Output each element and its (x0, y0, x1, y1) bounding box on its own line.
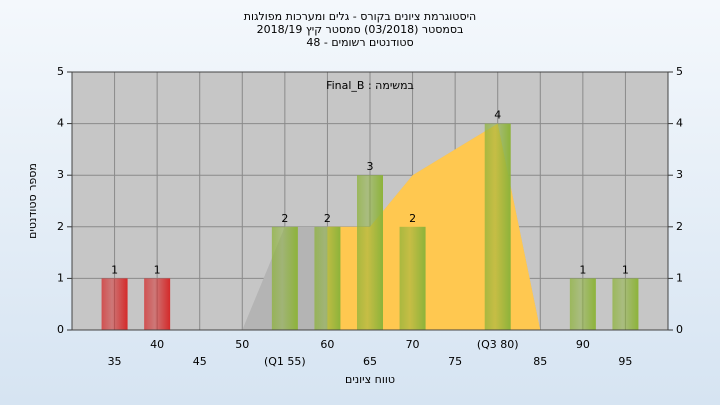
data-label: 4 (494, 109, 501, 122)
bar (569, 278, 596, 330)
chart-title: היסטוגרמת ציונים בקורס - גלים ומערכות מפ… (244, 10, 476, 23)
y-tick-label: 0 (57, 323, 64, 336)
bar (484, 123, 511, 330)
x-tick-label: 90 (576, 338, 590, 351)
data-label: 3 (367, 160, 374, 173)
x-tick-label: 45 (193, 355, 207, 368)
x-tick-label: 60 (320, 338, 334, 351)
y2-tick-label: 5 (676, 65, 683, 78)
chart-subtitle: סטודנטים רשומים - 48 (306, 36, 413, 49)
y-tick-label: 2 (57, 220, 64, 233)
x-tick-label: 70 (406, 338, 420, 351)
data-label: 2 (324, 212, 331, 225)
y2-tick-label: 1 (676, 271, 683, 284)
data-label: 1 (622, 263, 629, 276)
bar (612, 278, 639, 330)
y2-tick-label: 2 (676, 220, 683, 233)
x-tick-label: 95 (618, 355, 632, 368)
chart-subtitle: בסמסטר (03/2018) סמסטר קיץ 2018/19 (257, 23, 464, 36)
bar (357, 175, 383, 330)
plot-border (71, 71, 669, 331)
bar (271, 226, 298, 330)
y-tick-label: 5 (57, 65, 64, 78)
x-tick-label: 85 (533, 355, 547, 368)
bar (399, 226, 426, 330)
x-tick-label: (Q3 80) (477, 338, 519, 351)
x-tick-label: 35 (108, 355, 122, 368)
x-tick-label: 50 (235, 338, 249, 351)
bar (101, 278, 128, 330)
data-label: 2 (281, 212, 288, 225)
x-tick-label: 40 (150, 338, 164, 351)
data-label: 1 (579, 263, 586, 276)
y2-tick-label: 3 (676, 168, 683, 181)
y-tick-label: 3 (57, 168, 64, 181)
data-label: 1 (111, 263, 118, 276)
y-tick-label: 1 (57, 271, 64, 284)
y2-tick-label: 0 (676, 323, 683, 336)
legend-label: Final_B : במשימה (326, 79, 414, 92)
data-label: 2 (409, 212, 416, 225)
y-tick-label: 4 (57, 117, 64, 130)
y-axis-label: מספר סטודנטים (26, 163, 39, 239)
data-label: 1 (154, 263, 161, 276)
x-tick-label: 65 (363, 355, 377, 368)
y2-tick-label: 4 (676, 117, 683, 130)
bar (314, 226, 341, 330)
x-tick-label: (Q1 55) (264, 355, 306, 368)
x-tick-label: 75 (448, 355, 462, 368)
bar (144, 278, 171, 330)
x-axis-label: טווח ציונים (345, 373, 395, 386)
